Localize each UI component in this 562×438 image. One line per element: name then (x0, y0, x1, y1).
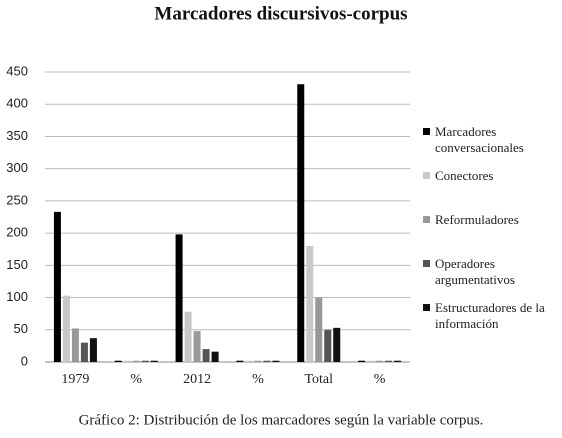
bar (306, 246, 314, 362)
bar (272, 360, 280, 362)
bar (175, 234, 183, 362)
legend-item: Estructuradores de la información (423, 300, 559, 344)
bar (89, 338, 97, 362)
legend-label: Conectores (435, 168, 494, 183)
legend-label: Operadores argumentativos (435, 256, 515, 287)
bar (358, 360, 366, 362)
legend-swatch (423, 216, 430, 223)
y-tick-label: 200 (6, 225, 28, 240)
bar (62, 295, 70, 362)
y-tick-label: 50 (14, 321, 28, 336)
y-tick-label: 300 (6, 160, 28, 175)
y-tick-label: 100 (6, 289, 28, 304)
bar (141, 360, 149, 362)
bar (53, 211, 61, 362)
bar (202, 349, 210, 362)
bar (367, 360, 375, 362)
bar (254, 360, 262, 362)
legend-swatch (423, 304, 430, 311)
x-tick-label: % (252, 372, 264, 387)
bar (263, 360, 271, 362)
y-tick-label: 0 (21, 353, 28, 368)
bar (324, 329, 332, 362)
y-tick-label: 250 (6, 192, 28, 207)
bar (80, 342, 88, 362)
bar (385, 360, 393, 362)
bar (132, 360, 140, 362)
legend-item: Conectores (423, 168, 559, 212)
bar (193, 331, 201, 362)
y-tick-label: 450 (6, 63, 28, 78)
bar (184, 311, 192, 362)
bar (245, 360, 253, 362)
legend-swatch (423, 260, 430, 267)
y-tick-label: 350 (6, 128, 28, 143)
legend-item: Operadores argumentativos (423, 256, 559, 300)
bar (376, 360, 384, 362)
x-tick-label: Total (304, 372, 333, 387)
y-tick-label: 150 (6, 257, 28, 272)
bar (211, 351, 219, 362)
caption: Gráfico 2: Distribución de los marcadore… (79, 412, 484, 428)
bar (394, 360, 402, 362)
bar (114, 360, 122, 362)
x-tick-label: 1979 (61, 372, 89, 387)
bar (123, 360, 131, 362)
legend-swatch (423, 172, 430, 179)
chart-title: Marcadores discursivos-corpus (154, 3, 407, 24)
y-tick-label: 400 (6, 96, 28, 111)
legend-item: Marcadores conversacionales (423, 124, 559, 168)
legend-label: Estructuradores de la información (435, 300, 545, 331)
bar (236, 360, 244, 362)
x-tick-label: 2012 (183, 372, 211, 387)
bar (315, 297, 323, 362)
x-tick-label: % (130, 372, 142, 387)
legend-item: Reformuladores (423, 212, 559, 256)
legend-label: Marcadores conversacionales (435, 124, 524, 155)
legend-label: Reformuladores (435, 212, 519, 227)
bar (297, 84, 305, 362)
bar (150, 360, 158, 362)
legend-swatch (423, 128, 430, 135)
x-tick-label: % (374, 372, 386, 387)
bar (333, 327, 341, 362)
bar (71, 328, 79, 362)
legend: Marcadores conversacionales Conectores Ref… (423, 124, 559, 344)
